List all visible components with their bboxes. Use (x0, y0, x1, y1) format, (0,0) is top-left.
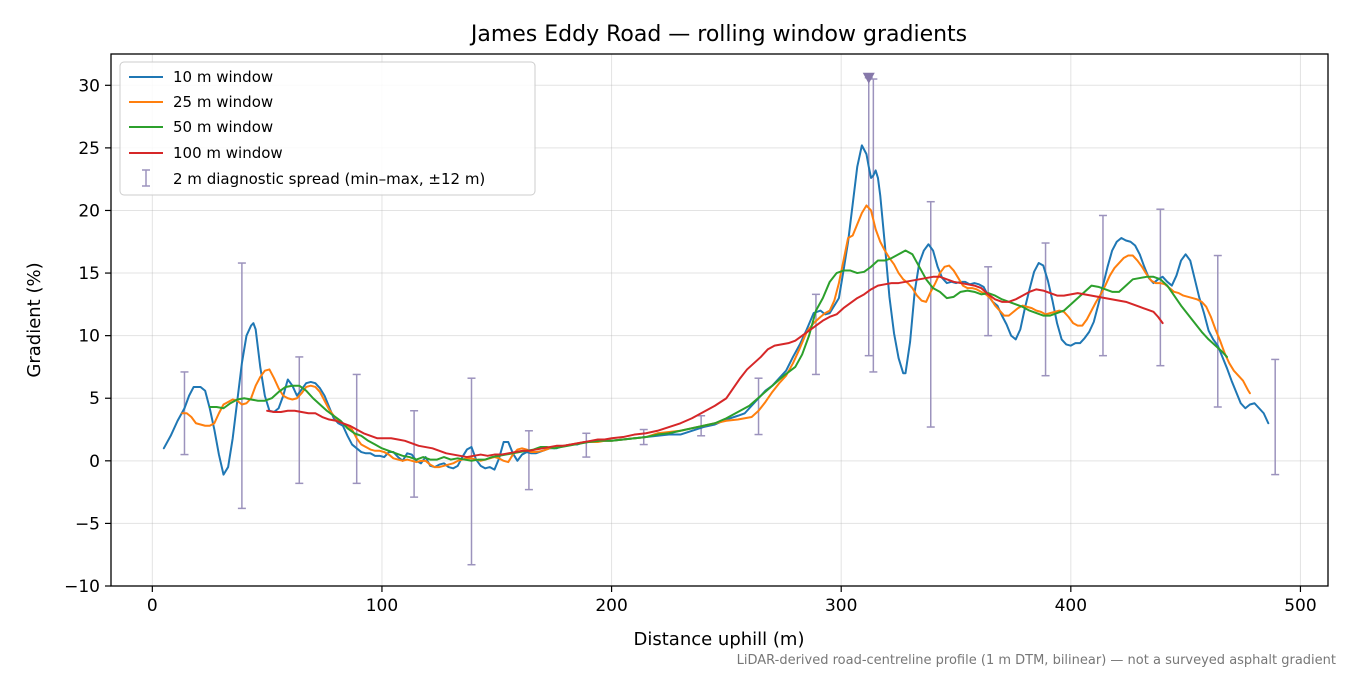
series-layer (162, 144, 1270, 476)
x-tick-label: 0 (147, 596, 158, 616)
legend-label-10m: 10 m window (173, 68, 273, 86)
errorbar (811, 293, 820, 376)
x-axis-label: Distance uphill (m) (634, 629, 805, 650)
errorbar (524, 430, 533, 491)
y-tick-label: 0 (89, 452, 100, 472)
x-tick-label: 500 (1284, 596, 1316, 616)
legend-label-100m: 100 m window (173, 144, 283, 162)
footnote: LiDAR-derived road-centreline profile (1… (737, 653, 1336, 668)
y-tick-label: 25 (78, 139, 100, 159)
errorbar (1041, 242, 1050, 377)
plot-frame (110, 53, 1329, 587)
legend-label-25m: 25 m window (173, 93, 273, 111)
errorbar (1271, 358, 1280, 476)
errorbar (754, 377, 763, 436)
y-tick-label: −5 (75, 514, 100, 534)
peak-marker (862, 72, 875, 84)
errorbar (926, 200, 935, 428)
errorbar (410, 410, 419, 498)
tick-layer: 0 100 200 300 400 500 −10 −5 0 5 10 15 20 25 30 (64, 76, 1317, 616)
y-tick-label: −10 (64, 577, 100, 597)
errorbar (237, 262, 246, 510)
x-tick-label: 200 (595, 596, 627, 616)
y-tick-label: 10 (78, 327, 100, 347)
legend-swatch-errorbar (142, 169, 150, 187)
errorbar (582, 432, 591, 458)
y-tick-label: 5 (89, 389, 100, 409)
errorbar (295, 356, 304, 485)
errorbar (467, 377, 476, 566)
x-tick-label: 400 (1055, 596, 1087, 616)
legend-label-errorbar: 2 m diagnostic spread (min–max, ±12 m) (173, 170, 485, 188)
y-tick-label: 30 (78, 76, 100, 96)
y-axis-label: Gradient (%) (24, 262, 45, 377)
errorbar (1156, 208, 1165, 367)
errorbar (1213, 254, 1222, 408)
series-line-25m (181, 204, 1251, 469)
errorbar (984, 266, 993, 337)
y-tick-label: 20 (78, 201, 100, 221)
legend: 10 m window 25 m window 50 m window 100 … (119, 61, 536, 196)
x-tick-label: 300 (825, 596, 857, 616)
y-tick-label: 15 (78, 264, 100, 284)
series-line-100m (266, 275, 1164, 459)
chart-title: James Eddy Road — rolling window gradien… (469, 22, 967, 47)
marker-layer (862, 72, 875, 84)
legend-box (119, 61, 536, 196)
x-tick-label: 100 (366, 596, 398, 616)
errorbar (869, 78, 878, 373)
legend-label-50m: 50 m window (173, 118, 273, 136)
series-line-50m (208, 249, 1228, 462)
